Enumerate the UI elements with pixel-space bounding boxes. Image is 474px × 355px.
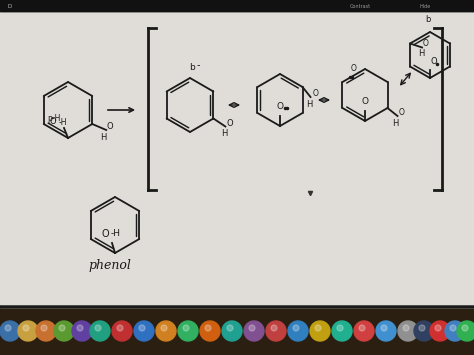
Circle shape: [244, 321, 264, 341]
Circle shape: [288, 321, 308, 341]
Text: phenol: phenol: [89, 259, 131, 272]
Text: H: H: [307, 100, 313, 109]
Text: -H: -H: [111, 229, 121, 238]
Circle shape: [5, 325, 11, 331]
Text: O: O: [102, 229, 109, 239]
Circle shape: [77, 325, 83, 331]
Text: Contrast: Contrast: [340, 4, 361, 9]
Circle shape: [95, 325, 101, 331]
Circle shape: [381, 325, 387, 331]
Circle shape: [398, 321, 418, 341]
Circle shape: [271, 325, 277, 331]
Text: Hide: Hide: [420, 4, 431, 9]
Bar: [0, 0, 474, 12]
Bar: [0, 308, 474, 355]
Text: Contrast: Contrast: [350, 4, 371, 9]
Circle shape: [376, 321, 396, 341]
Bar: [0, 0, 474, 12]
Circle shape: [200, 321, 220, 341]
Circle shape: [161, 325, 167, 331]
Text: H: H: [221, 130, 228, 138]
Circle shape: [178, 321, 198, 341]
Circle shape: [205, 325, 211, 331]
Circle shape: [183, 325, 189, 331]
Circle shape: [457, 321, 474, 341]
Circle shape: [117, 325, 123, 331]
Circle shape: [72, 321, 92, 341]
Circle shape: [59, 325, 65, 331]
Circle shape: [139, 325, 145, 331]
Text: H: H: [418, 49, 424, 59]
Text: Hide: Hide: [420, 4, 431, 9]
Circle shape: [359, 325, 365, 331]
Circle shape: [462, 325, 468, 331]
Circle shape: [227, 325, 233, 331]
Circle shape: [354, 321, 374, 341]
Circle shape: [315, 325, 321, 331]
Text: O: O: [312, 89, 319, 98]
Text: p-H: p-H: [47, 114, 61, 123]
Circle shape: [249, 325, 255, 331]
Circle shape: [0, 321, 20, 341]
Circle shape: [54, 321, 74, 341]
Text: O: O: [351, 64, 357, 73]
Circle shape: [134, 321, 154, 341]
Circle shape: [435, 325, 441, 331]
Circle shape: [266, 321, 286, 341]
Text: b: b: [425, 15, 430, 24]
Circle shape: [430, 321, 450, 341]
Circle shape: [222, 321, 242, 341]
Text: b: b: [189, 63, 195, 72]
Text: O: O: [50, 117, 56, 126]
Text: -: -: [196, 60, 200, 70]
Text: O: O: [276, 102, 283, 111]
Text: O: O: [423, 39, 429, 49]
Text: D: D: [8, 4, 12, 9]
Circle shape: [18, 321, 38, 341]
Text: O: O: [227, 119, 233, 127]
Circle shape: [332, 321, 352, 341]
Circle shape: [293, 325, 299, 331]
Text: O: O: [431, 57, 438, 66]
Text: -H: -H: [59, 118, 67, 127]
Circle shape: [23, 325, 29, 331]
Circle shape: [337, 325, 343, 331]
Text: O: O: [362, 97, 368, 106]
Circle shape: [156, 321, 176, 341]
Circle shape: [90, 321, 110, 341]
Text: D: D: [5, 5, 9, 10]
Circle shape: [310, 321, 330, 341]
Circle shape: [41, 325, 47, 331]
Circle shape: [403, 325, 409, 331]
Circle shape: [112, 321, 132, 341]
Circle shape: [450, 325, 456, 331]
Circle shape: [445, 321, 465, 341]
Text: O: O: [106, 122, 113, 131]
Circle shape: [419, 325, 425, 331]
Bar: [0, 10, 474, 305]
Text: O: O: [399, 108, 404, 117]
Text: H: H: [100, 133, 107, 142]
Text: H: H: [392, 119, 399, 128]
Circle shape: [36, 321, 56, 341]
Circle shape: [414, 321, 434, 341]
